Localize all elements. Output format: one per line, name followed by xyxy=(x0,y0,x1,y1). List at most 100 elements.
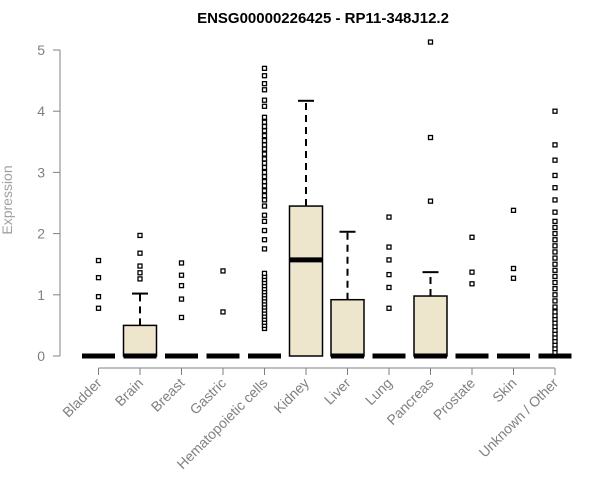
outlier-point xyxy=(220,268,226,274)
outlier-point xyxy=(261,128,268,134)
outlier-point xyxy=(95,257,102,264)
outlier-point xyxy=(552,304,558,310)
outlier-point xyxy=(261,146,268,152)
outlier-point xyxy=(552,218,558,225)
outlier-point xyxy=(552,286,558,292)
outlier-point xyxy=(427,39,434,45)
outlier-point xyxy=(261,270,268,277)
outlier-point xyxy=(469,269,475,275)
outlier-point xyxy=(178,314,185,321)
outlier-point xyxy=(220,309,226,315)
outlier-point xyxy=(261,246,268,252)
box-bladder xyxy=(82,257,115,359)
y-axis: 0 1 2 3 4 5 xyxy=(37,42,61,364)
outlier-point xyxy=(552,209,558,215)
box-brain xyxy=(122,232,158,359)
box-pancreas xyxy=(413,39,448,359)
outlier-point xyxy=(510,275,517,281)
y-tick-label: 3 xyxy=(37,164,45,180)
outlier-point xyxy=(552,172,558,179)
outlier-point xyxy=(178,260,185,266)
x-tick-label: Lung xyxy=(362,375,395,408)
outlier-point xyxy=(137,263,143,269)
outlier-point xyxy=(552,108,558,114)
x-tick-label: Kidney xyxy=(271,375,313,417)
outlier-point xyxy=(261,119,268,125)
outlier-point xyxy=(469,234,475,240)
box-lung xyxy=(372,214,406,359)
outlier-point xyxy=(386,214,392,220)
x-tick-label: Prostate xyxy=(430,375,478,423)
x-tick-label: Skin xyxy=(489,375,520,406)
outlier-point xyxy=(261,218,268,225)
outlier-point xyxy=(261,212,268,218)
outlier-point xyxy=(261,183,268,189)
x-tick-label: Liver xyxy=(321,375,354,408)
outlier-point xyxy=(261,142,268,148)
outlier-point xyxy=(261,114,268,120)
outlier-point xyxy=(137,276,143,282)
outlier-point xyxy=(178,282,185,289)
y-tick-label: 4 xyxy=(37,103,45,119)
x-tick-label: Breast xyxy=(148,375,188,415)
outlier-point xyxy=(552,185,558,191)
box-unknown-other xyxy=(538,108,572,359)
outlier-point xyxy=(552,237,558,243)
outlier-point xyxy=(427,134,434,141)
outlier-point xyxy=(178,272,185,278)
outlier-point xyxy=(552,230,558,237)
x-tick-label: Unknown / Other xyxy=(476,375,562,461)
box-gastric xyxy=(206,268,240,359)
outlier-point xyxy=(386,284,392,291)
y-tick-label: 5 xyxy=(37,42,45,58)
outlier-point xyxy=(261,227,268,234)
outlier-point xyxy=(469,281,475,287)
outlier-point xyxy=(178,296,185,302)
outlier-point xyxy=(261,237,268,243)
outlier-point xyxy=(261,65,268,72)
box-breast xyxy=(165,260,198,359)
outlier-point xyxy=(552,157,558,163)
outlier-point xyxy=(552,255,558,261)
outlier-point xyxy=(552,292,558,298)
box-skin xyxy=(497,207,530,359)
outlier-point xyxy=(261,164,268,171)
box-kidney xyxy=(288,99,324,357)
box-body xyxy=(413,295,448,357)
outlier-point xyxy=(261,123,268,130)
outlier-point xyxy=(261,73,268,79)
box-prostate xyxy=(455,234,489,359)
outlier-point xyxy=(137,270,143,276)
outlier-point xyxy=(137,250,143,256)
outlier-point xyxy=(261,151,268,157)
outlier-point xyxy=(552,224,558,231)
outlier-point xyxy=(261,178,268,185)
outlier-point xyxy=(552,273,558,280)
outlier-point xyxy=(552,279,558,286)
boxes-group xyxy=(82,39,572,359)
outlier-point xyxy=(261,174,268,180)
outlier-point xyxy=(261,160,268,166)
outlier-point xyxy=(261,103,268,109)
outlier-point xyxy=(261,156,268,162)
chart-title: ENSG00000226425 - RP11-348J12.2 xyxy=(197,10,449,27)
outlier-point xyxy=(552,142,558,148)
outlier-point xyxy=(261,137,268,144)
outlier-point xyxy=(552,309,558,315)
outlier-point xyxy=(261,87,268,93)
outlier-point xyxy=(552,267,558,273)
y-tick-label: 2 xyxy=(37,226,45,242)
outlier-point xyxy=(95,293,102,300)
outlier-point xyxy=(510,207,517,213)
outlier-point xyxy=(95,305,102,311)
outlier-point xyxy=(552,249,558,255)
outlier-point xyxy=(386,271,392,278)
outlier-point xyxy=(261,193,268,199)
outlier-point xyxy=(261,169,268,176)
x-tick-label: Brain xyxy=(112,375,146,409)
y-tick-label: 1 xyxy=(37,287,45,303)
outlier-point xyxy=(552,261,558,267)
outlier-point xyxy=(552,298,558,304)
